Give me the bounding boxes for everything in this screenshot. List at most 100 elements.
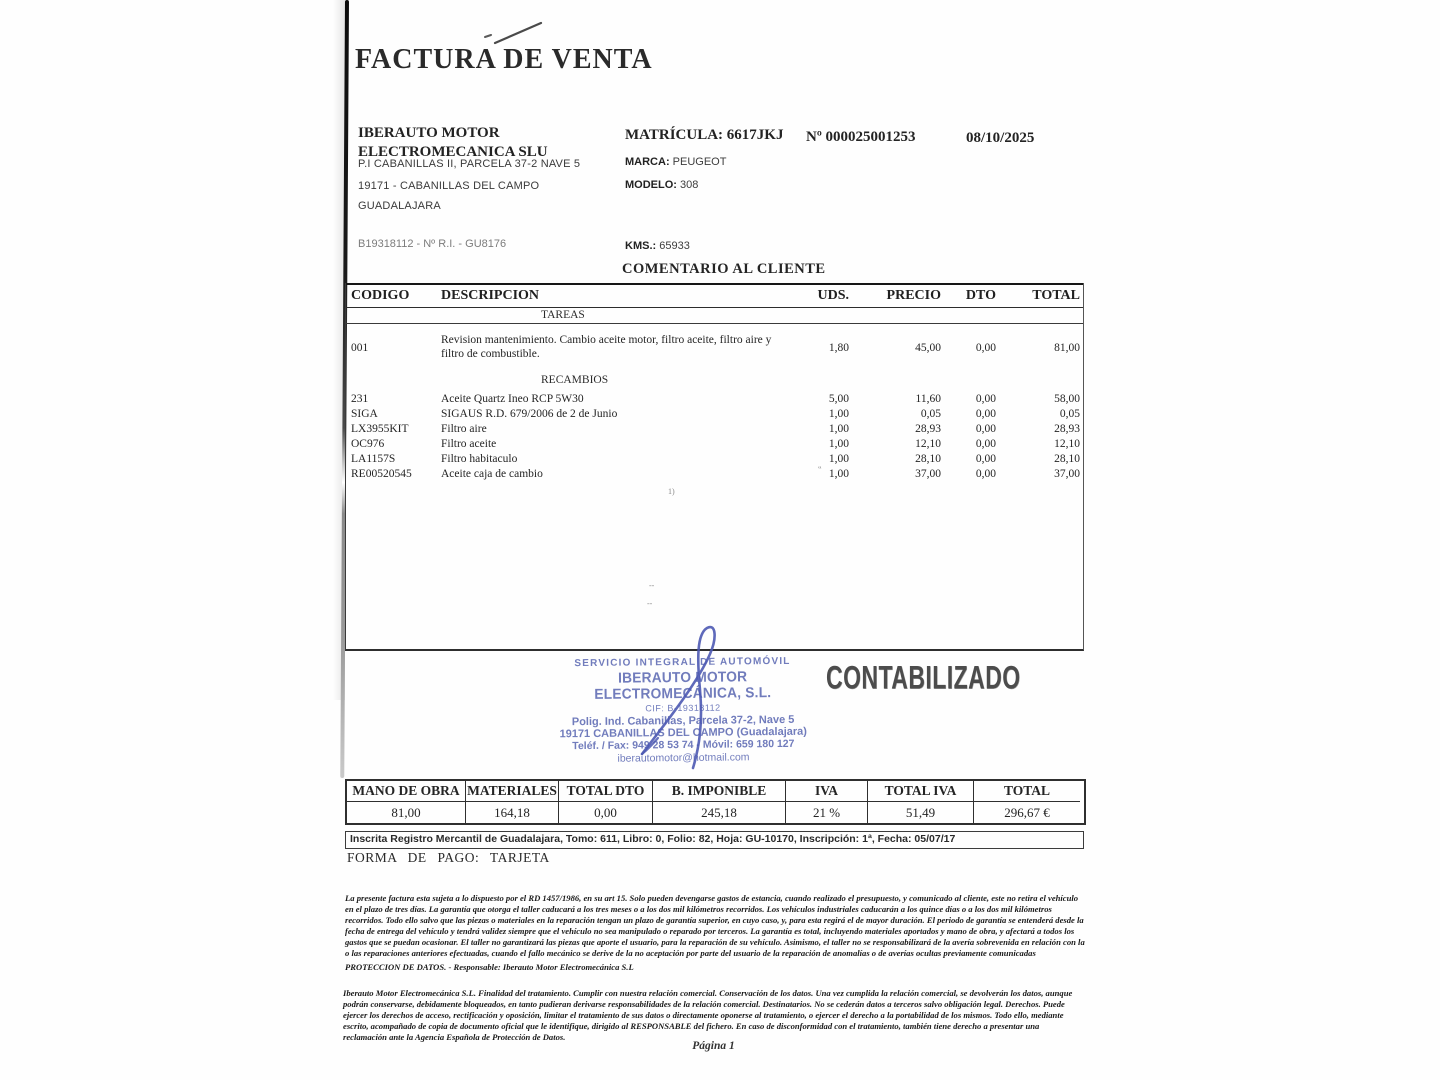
totals-value-total-iva: 51,49 [868, 802, 974, 823]
cell-code: 001 [351, 342, 369, 354]
registry-line: Inscrita Registro Mercantil de Guadalaja… [345, 831, 1084, 849]
cell-uds: 5,00 [828, 393, 849, 405]
cell-uds: 1,00 [828, 453, 849, 465]
comment-header: COMENTARIO AL CLIENTE [622, 261, 826, 277]
seller-address-line3: GUADALAJARA [358, 200, 441, 212]
section-recambios: RECAMBIOS [541, 374, 609, 386]
cell-desc: Revision mantenimiento. Cambio aceite mo… [441, 334, 772, 360]
model-label: MODELO: [625, 179, 677, 191]
totals-header-iva: IVA [786, 781, 868, 802]
totals-header-total-iva: TOTAL IVA [868, 781, 974, 802]
totals-header-mano-de-obra: MANO DE OBRA [347, 781, 466, 802]
legal-paragraph-1: La presente factura esta sujeta a lo dis… [345, 893, 1085, 958]
table-row-part: LA1157S Filtro habitaculo 1,00 28,10 0,0… [346, 452, 1083, 467]
col-header-uds: UDS. [817, 288, 849, 303]
vehicle-brand: MARCA: PEUGEOT [625, 156, 726, 168]
scan-speck: ‟ [818, 465, 822, 474]
vehicle-model: MODELO: 308 [625, 179, 698, 191]
cell-precio: 28,93 [915, 423, 941, 435]
table-row-part: OC976 Filtro aceite 1,00 12,10 0,00 12,1… [346, 437, 1083, 452]
cell-desc: Aceite Quartz Ineo RCP 5W30 [441, 393, 584, 405]
signature-scribble [640, 625, 716, 770]
document-title: FACTURA DE VENTA [355, 44, 653, 75]
cell-code: LA1157S [351, 453, 396, 465]
legal-paragraph-2: Iberauto Motor Electromecánica S.L. Fina… [343, 988, 1073, 1042]
accounting-stamp: CONTABILIZADO [826, 660, 1021, 697]
cell-dto: 0,00 [975, 342, 996, 354]
brand-value: PEUGEOT [672, 156, 727, 168]
scan-speck: 1) [668, 487, 675, 496]
seller-address-line2: 19171 - CABANILLAS DEL CAMPO [358, 180, 540, 192]
cell-uds: 1,00 [828, 468, 849, 480]
totals-header-b-imponible: B. IMPONIBLE [653, 781, 786, 802]
seller-name: IBERAUTO MOTOR ELECTROMECANICA SLU [358, 124, 548, 162]
table-row-part: 231 Aceite Quartz Ineo RCP 5W30 5,00 11,… [346, 392, 1083, 407]
cell-precio: 45,00 [915, 342, 941, 354]
cell-code: RE00520545 [351, 468, 412, 480]
cell-precio: 37,00 [915, 468, 941, 480]
kms-value: 65933 [659, 240, 690, 252]
scan-speck: ‑‑ [649, 581, 655, 590]
cell-dto: 0,00 [975, 423, 996, 435]
scan-speck: ‑‑ [647, 599, 653, 608]
cell-desc: Filtro aire [441, 423, 487, 435]
cell-total: 28,10 [1054, 453, 1080, 465]
cell-desc: Filtro habitaculo [441, 453, 518, 465]
seller-name-line1: IBERAUTO MOTOR [358, 125, 500, 141]
cell-precio: 28,10 [915, 453, 941, 465]
cell-uds: 1,80 [828, 342, 849, 354]
col-header-dto: DTO [965, 288, 996, 303]
section-tareas: TAREAS [346, 308, 1083, 324]
invoice-date: 08/10/2025 [966, 130, 1035, 146]
cell-uds: 1,00 [828, 408, 849, 420]
totals-value-iva: 21 % [786, 802, 868, 823]
invoice-number: Nº 000025001253 [806, 129, 916, 145]
cell-total: 0,05 [1059, 408, 1080, 420]
table-row-task: 001 Revision mantenimiento. Cambio aceit… [346, 334, 1083, 361]
totals-value-mano-de-obra: 81,00 [347, 802, 466, 823]
cell-precio: 11,60 [915, 393, 941, 405]
cell-code: SIGA [351, 408, 378, 420]
totals-value-total: 296,67 € [1004, 805, 1050, 820]
cell-dto: 0,00 [975, 408, 996, 420]
cell-code: 231 [351, 393, 369, 405]
totals-header-total-dto: TOTAL DTO [559, 781, 653, 802]
cell-dto: 0,00 [975, 468, 996, 480]
totals-header-total: TOTAL [974, 781, 1080, 802]
cell-total: 81,00 [1054, 342, 1080, 354]
seller-address-line1: P.I CABANILLAS II, PARCELA 37-2 NAVE 5 [358, 158, 581, 170]
model-value: 308 [680, 179, 699, 191]
cell-total: 12,10 [1054, 438, 1080, 450]
table-row-part: SIGA SIGAUS R.D. 679/2006 de 2 de Junio … [346, 407, 1083, 422]
col-header-precio: PRECIO [886, 288, 941, 303]
pen-mark [484, 21, 543, 45]
vehicle-plate: MATRÍCULA: 6617JKJ [625, 127, 784, 143]
cell-desc: SIGAUS R.D. 679/2006 de 2 de Junio [441, 408, 618, 420]
totals-value-total-dto: 0,00 [559, 802, 653, 823]
cell-total: 37,00 [1054, 468, 1080, 480]
totals-value-b-imponible: 245,18 [653, 802, 786, 823]
table-row-part: LX3955KIT Filtro aire 1,00 28,93 0,00 28… [346, 422, 1083, 437]
cell-total: 28,93 [1054, 423, 1080, 435]
vehicle-kms: KMS.: 65933 [625, 240, 690, 252]
items-table-header: CODIGO DESCRIPCION UDS. PRECIO DTO TOTAL [346, 283, 1083, 308]
cell-total: 58,00 [1054, 393, 1080, 405]
cell-code: LX3955KIT [351, 423, 409, 435]
data-protection-line: PROTECCION DE DATOS. - Responsable: Iber… [345, 962, 634, 972]
cell-uds: 1,00 [828, 423, 849, 435]
cell-dto: 0,00 [975, 453, 996, 465]
brand-label: MARCA: [625, 156, 670, 168]
totals-table: MANO DE OBRA MATERIALES TOTAL DTO B. IMP… [345, 779, 1086, 825]
cell-desc: Filtro aceite [441, 438, 497, 450]
table-row-part: RE00520545 Aceite caja de cambio 1,00 37… [346, 467, 1083, 482]
kms-label: KMS.: [625, 240, 657, 252]
col-header-descripcion: DESCRIPCION [441, 288, 540, 303]
cell-dto: 0,00 [975, 393, 996, 405]
col-header-codigo: CODIGO [351, 288, 410, 303]
payment-method-line: FORMA DE PAGO: TARJETA [347, 850, 550, 865]
page-number-footer: Página 1 [692, 1040, 735, 1052]
seller-name-line2: ELECTROMECANICA SLU [358, 144, 548, 160]
cell-precio: 12,10 [915, 438, 941, 450]
col-header-total: TOTAL [1032, 288, 1080, 303]
cell-precio: 0,05 [920, 408, 941, 420]
